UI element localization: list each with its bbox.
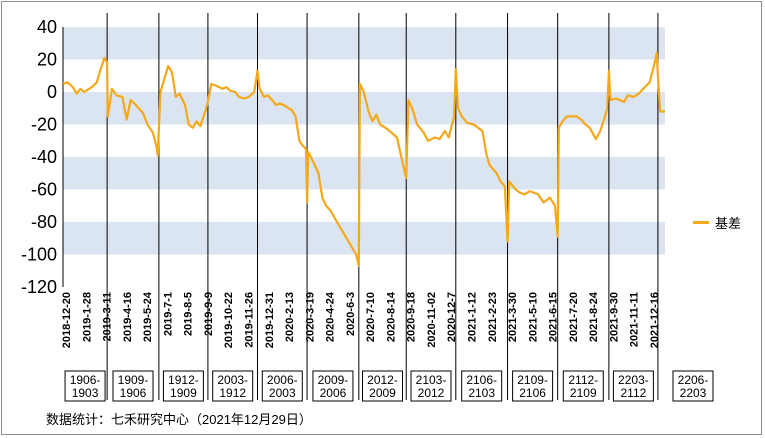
x-tick-label: 2020-12-7 bbox=[446, 292, 458, 342]
x-tick-label: 2020-7-10 bbox=[365, 292, 377, 342]
contract-label-back: 2109 bbox=[570, 386, 597, 400]
legend: 基差 bbox=[693, 213, 741, 232]
source-note: 数据统计：七禾研究中心（2021年12月29日） bbox=[46, 412, 312, 427]
contract-label-front: 2103- bbox=[416, 373, 447, 387]
contract-label-front: 2006- bbox=[267, 373, 298, 387]
x-tick-label: 2019-10-22 bbox=[223, 292, 235, 348]
x-tick-label: 2018-12-20 bbox=[61, 292, 73, 348]
x-tick-label: 2021-6-15 bbox=[548, 292, 560, 342]
contract-label-back: 2006 bbox=[320, 386, 347, 400]
grid-band bbox=[63, 27, 665, 60]
basis-series-line bbox=[62, 51, 665, 267]
contract-label-front: 2009- bbox=[318, 373, 349, 387]
x-tick-label: 2020-9-18 bbox=[406, 292, 418, 342]
x-tick-label: 2019-11-26 bbox=[243, 292, 255, 348]
x-tick-label: 2019-7-1 bbox=[162, 292, 174, 336]
contract-box bbox=[461, 370, 503, 402]
y-tick-label: 40 bbox=[37, 17, 57, 37]
contract-label-back: 1903 bbox=[72, 386, 99, 400]
contract-label-back: 1909 bbox=[170, 386, 197, 400]
contract-box bbox=[312, 370, 354, 402]
x-tick-label: 2019-5-24 bbox=[142, 291, 154, 342]
x-tick-label: 2021-3-30 bbox=[507, 292, 519, 342]
x-tick-label: 2019-9-9 bbox=[203, 292, 215, 336]
contract-box bbox=[112, 370, 154, 402]
contract-box bbox=[162, 370, 204, 402]
contract-label-front: 2012- bbox=[367, 373, 398, 387]
contract-label-back: 2103 bbox=[468, 386, 495, 400]
x-tick-label: 2021-12-16 bbox=[649, 292, 661, 348]
contract-label-back: 1912 bbox=[219, 386, 246, 400]
x-tick-label: 2019-12-31 bbox=[264, 292, 276, 348]
contract-label-front: 2106- bbox=[466, 373, 497, 387]
x-tick-label: 2019-1-28 bbox=[81, 292, 93, 342]
x-tick-label: 2019-8-5 bbox=[183, 292, 195, 336]
x-tick-label: 2021-11-11 bbox=[629, 292, 641, 347]
y-tick-label: 20 bbox=[37, 50, 57, 70]
contract-label-back: 2112 bbox=[620, 386, 646, 400]
contract-box bbox=[512, 370, 554, 402]
contract-label-front: 1912- bbox=[168, 373, 199, 387]
x-tick-label: 2020-8-14 bbox=[385, 291, 397, 342]
contract-label-front: 2003- bbox=[217, 373, 248, 387]
x-tick-label: 2020-4-24 bbox=[325, 291, 337, 342]
contract-box bbox=[212, 370, 254, 402]
contract-box bbox=[261, 370, 303, 402]
grid-band bbox=[63, 157, 665, 190]
contract-label-back: 2012 bbox=[418, 386, 445, 400]
contract-box bbox=[672, 370, 714, 402]
contract-label-front: 1909- bbox=[118, 373, 149, 387]
x-tick-label: 2019-3-11 bbox=[102, 292, 114, 342]
legend-swatch bbox=[693, 221, 709, 224]
y-tick-label: -40 bbox=[31, 147, 57, 167]
x-tick-label: 2021-5-10 bbox=[527, 292, 539, 342]
legend-label: 基差 bbox=[715, 216, 742, 231]
y-tick-label: -120 bbox=[21, 277, 57, 297]
contract-label-back: 2203 bbox=[680, 386, 707, 400]
y-tick-label: -60 bbox=[31, 180, 57, 200]
x-tick-label: 2020-3-19 bbox=[304, 292, 316, 342]
y-tick-label: -80 bbox=[31, 212, 57, 232]
x-tick-label: 2020-11-02 bbox=[426, 292, 438, 348]
contract-label-back: 2009 bbox=[369, 386, 396, 400]
contract-box bbox=[410, 370, 452, 402]
x-tick-label: 2020-2-13 bbox=[284, 292, 296, 342]
contract-box bbox=[362, 370, 404, 402]
grid-band bbox=[63, 222, 665, 255]
y-tick-label: -100 bbox=[21, 245, 57, 265]
x-tick-label: 2021-8-24 bbox=[588, 291, 600, 342]
contract-box bbox=[64, 370, 106, 402]
contract-label-back: 2106 bbox=[519, 386, 546, 400]
x-tick-label: 2020-6-3 bbox=[345, 292, 357, 336]
x-tick-label: 2019-4-16 bbox=[122, 292, 134, 342]
x-tick-label: 2021-7-20 bbox=[568, 292, 580, 342]
y-tick-label: 0 bbox=[47, 82, 57, 102]
contract-label-back: 1906 bbox=[120, 386, 147, 400]
x-tick-label: 2021-2-23 bbox=[487, 292, 499, 342]
contract-label-front: 2112- bbox=[568, 373, 598, 387]
x-tick-label: 2021-9-30 bbox=[608, 292, 620, 342]
contract-label-front: 1906- bbox=[70, 373, 101, 387]
contract-label-front: 2109- bbox=[517, 373, 548, 387]
contract-label-back: 2003 bbox=[269, 386, 296, 400]
contract-label-front: 2206- bbox=[678, 373, 709, 387]
contract-box bbox=[562, 370, 604, 402]
contract-label-front: 2203- bbox=[618, 373, 649, 387]
contract-box bbox=[612, 370, 654, 402]
x-tick-label: 2021-1-12 bbox=[467, 292, 479, 342]
y-tick-label: -20 bbox=[31, 115, 57, 135]
